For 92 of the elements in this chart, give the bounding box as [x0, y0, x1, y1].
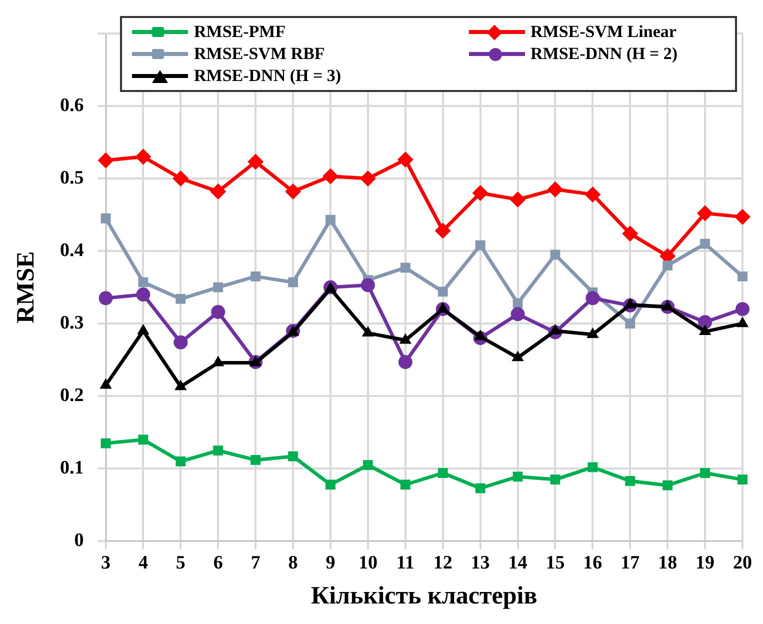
point — [662, 480, 673, 490]
y-axis-title: RMSE — [12, 251, 40, 324]
legend-label: RMSE-SVM RBF — [194, 44, 325, 64]
x-tick-label: 4 — [138, 552, 148, 574]
legend-label: RMSE-DNN (H = 2) — [530, 44, 678, 64]
point — [248, 154, 264, 170]
x-tick-label: 10 — [358, 552, 378, 574]
point — [625, 318, 636, 329]
point — [438, 286, 448, 297]
point — [700, 238, 710, 249]
point — [250, 455, 261, 465]
y-tick-label: 0.6 — [60, 94, 84, 116]
point — [625, 476, 636, 486]
x-tick-label: 17 — [620, 552, 640, 574]
point — [360, 278, 375, 292]
point — [586, 291, 600, 306]
point — [510, 192, 526, 208]
point — [100, 438, 111, 448]
point — [475, 483, 486, 494]
point — [738, 474, 748, 484]
point — [662, 260, 673, 270]
point — [174, 335, 188, 350]
point — [172, 170, 189, 186]
y-tick-label: 0 — [74, 530, 84, 552]
x-tick-label: 18 — [658, 552, 678, 574]
x-tick-label: 19 — [696, 552, 715, 574]
point — [326, 214, 336, 225]
x-tick-label: 5 — [176, 552, 186, 574]
point — [550, 474, 560, 484]
point — [700, 468, 710, 478]
point — [136, 288, 150, 302]
point — [697, 205, 714, 222]
y-tick-label: 0.4 — [60, 240, 84, 261]
x-tick-label: 13 — [470, 552, 490, 574]
x-tick-label: 12 — [433, 552, 452, 574]
point — [475, 240, 486, 250]
x-tick-label: 3 — [101, 552, 110, 574]
point — [512, 472, 523, 482]
point — [211, 304, 226, 319]
point — [550, 250, 560, 260]
legend-label: RMSE-DNN (H = 3) — [194, 66, 342, 86]
point — [176, 294, 186, 304]
x-tick-label: 15 — [546, 552, 565, 574]
point — [100, 213, 111, 224]
point — [588, 462, 598, 472]
y-tick-label: 0.2 — [60, 385, 84, 406]
point — [736, 302, 750, 316]
y-tick-label: 0.1 — [60, 458, 84, 479]
point — [138, 434, 148, 445]
x-tick-label: 7 — [250, 552, 261, 574]
point — [734, 208, 750, 225]
point — [360, 170, 376, 186]
y-tick-label: 0.5 — [60, 167, 84, 188]
point — [250, 271, 261, 282]
point — [213, 282, 224, 292]
x-tick-label: 20 — [733, 552, 752, 574]
point — [397, 152, 414, 168]
point — [285, 184, 302, 200]
point — [98, 152, 114, 168]
x-tick-label: 6 — [213, 552, 223, 574]
point — [698, 315, 712, 330]
x-tick-label: 8 — [288, 552, 298, 574]
x-tick-label: 9 — [326, 552, 336, 574]
point — [322, 168, 338, 184]
x-tick-label: 11 — [396, 552, 414, 574]
legend-label: RMSE-PMF — [194, 22, 286, 42]
point — [98, 291, 113, 306]
point — [510, 307, 525, 322]
point — [438, 468, 448, 478]
point — [472, 184, 488, 201]
point — [135, 148, 152, 165]
point — [176, 456, 186, 466]
x-tick-label: 16 — [583, 552, 602, 574]
x-axis-title: Кількість кластерів — [310, 582, 538, 610]
point — [213, 446, 224, 456]
point — [326, 480, 336, 490]
legend-label: RMSE-SVM Linear — [530, 22, 676, 42]
point — [288, 451, 298, 462]
point — [547, 181, 564, 198]
point — [138, 277, 148, 288]
point — [210, 184, 226, 200]
point — [738, 271, 748, 282]
point — [622, 226, 638, 242]
point — [288, 277, 298, 288]
point — [584, 186, 601, 202]
y-tick-label: 0.3 — [60, 312, 84, 334]
point — [400, 262, 410, 273]
x-tick-label: 14 — [508, 552, 528, 574]
point — [400, 480, 410, 490]
point — [362, 460, 373, 470]
point — [434, 222, 451, 239]
point — [398, 355, 412, 370]
